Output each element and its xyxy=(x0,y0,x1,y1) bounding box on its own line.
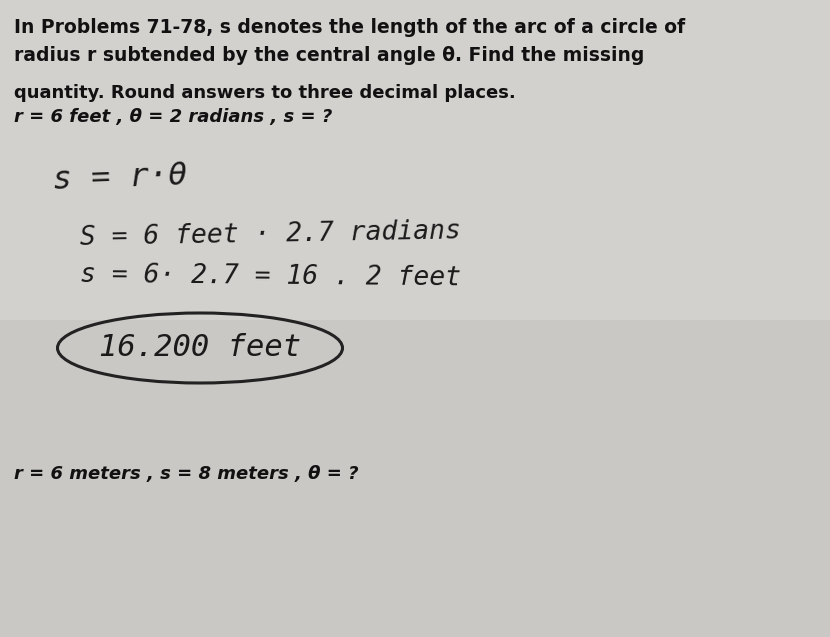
Text: radius r subtended by the central angle θ. Find the missing: radius r subtended by the central angle … xyxy=(14,46,644,65)
Text: s = r·θ: s = r·θ xyxy=(52,160,188,196)
Text: s = 6· 2.7 = 16 . 2 feet: s = 6· 2.7 = 16 . 2 feet xyxy=(80,262,461,291)
Bar xyxy=(0,320,830,637)
Bar xyxy=(0,0,830,320)
Text: quantity. Round answers to three decimal places.: quantity. Round answers to three decimal… xyxy=(14,84,515,102)
Text: S = 6 feet · 2.7 radians: S = 6 feet · 2.7 radians xyxy=(80,218,461,250)
Text: r = 6 feet , θ = 2 radians , s = ?: r = 6 feet , θ = 2 radians , s = ? xyxy=(14,108,332,126)
Text: In Problems 71-78, s denotes the length of the arc of a circle of: In Problems 71-78, s denotes the length … xyxy=(14,18,685,37)
Text: 16.200 feet: 16.200 feet xyxy=(99,334,301,362)
Text: r = 6 meters , s = 8 meters , θ = ?: r = 6 meters , s = 8 meters , θ = ? xyxy=(14,465,359,483)
